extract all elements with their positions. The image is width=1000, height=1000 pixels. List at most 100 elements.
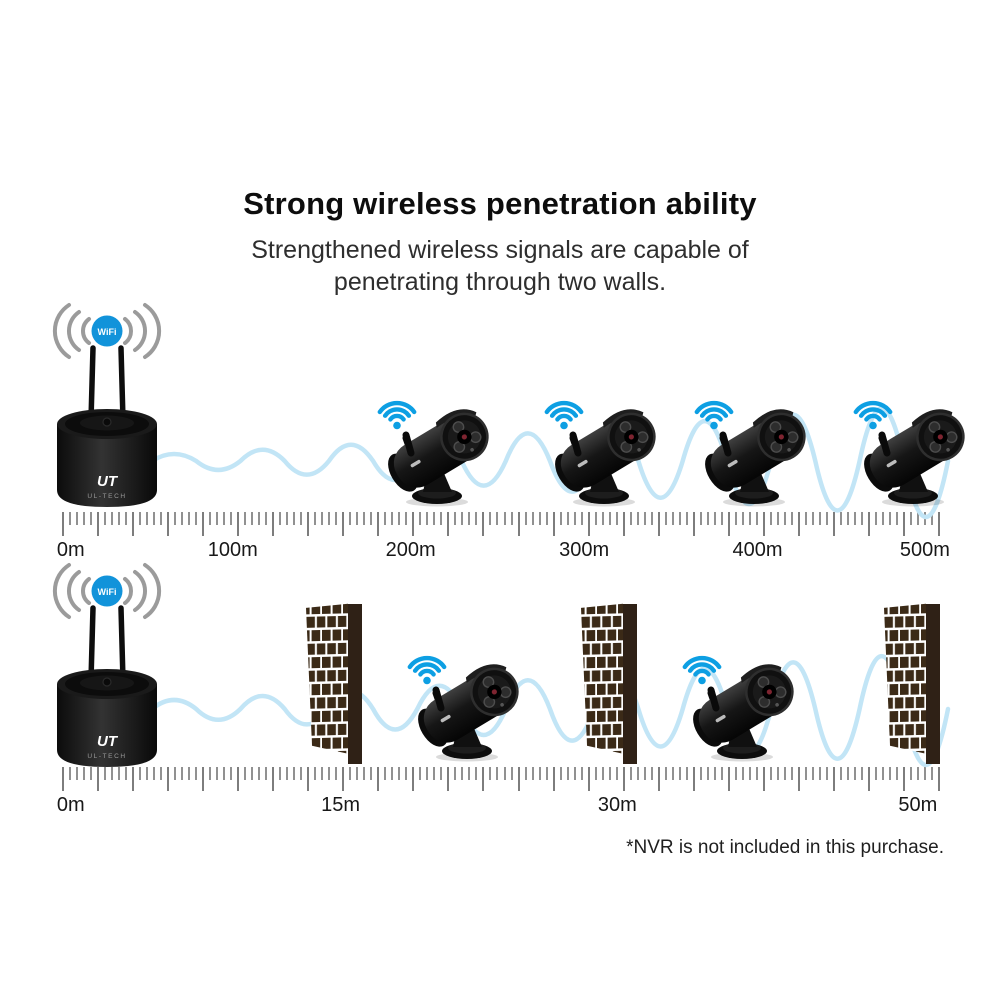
ruler-tick bbox=[468, 512, 471, 525]
ruler-tick bbox=[335, 512, 338, 525]
ruler-tick bbox=[111, 767, 114, 780]
ruler-tick bbox=[706, 512, 709, 525]
ruler-tick bbox=[769, 767, 772, 780]
brand-logo-sub: UL-TECH bbox=[87, 753, 126, 760]
ruler-tick bbox=[195, 767, 198, 780]
ruler-tick bbox=[741, 767, 744, 780]
ruler-tick bbox=[104, 767, 107, 780]
ruler-tick bbox=[629, 767, 632, 780]
brick-wall bbox=[581, 603, 637, 764]
wireless-camera bbox=[694, 400, 806, 507]
ruler-tick bbox=[916, 512, 919, 525]
wifi-icon bbox=[377, 400, 417, 430]
wifi-icon bbox=[682, 655, 722, 685]
ruler-tick bbox=[76, 767, 79, 780]
ruler-tick bbox=[938, 767, 940, 791]
ruler-tick bbox=[83, 512, 86, 525]
ruler-tick bbox=[132, 512, 135, 536]
ruler-tick bbox=[832, 767, 835, 791]
receiver-antenna bbox=[88, 345, 96, 423]
ruler-tick bbox=[895, 767, 898, 780]
ruler-tick bbox=[188, 767, 191, 780]
ruler-tick bbox=[90, 512, 93, 525]
distance-label: 500m bbox=[899, 539, 950, 561]
ruler-tick bbox=[314, 512, 317, 525]
ruler-tick bbox=[90, 767, 93, 780]
wifi-icon bbox=[544, 400, 584, 430]
ruler-tick bbox=[216, 767, 219, 780]
ruler-tick bbox=[755, 512, 758, 525]
ruler-tick bbox=[874, 512, 877, 525]
ruler-tick bbox=[244, 512, 247, 525]
ruler-tick bbox=[601, 512, 604, 525]
page-title: Strong wireless penetration ability bbox=[243, 186, 757, 221]
ruler-tick bbox=[552, 767, 555, 791]
ruler-tick bbox=[818, 767, 821, 780]
ruler-tick bbox=[776, 767, 779, 780]
ruler-tick bbox=[230, 767, 233, 780]
ruler-tick bbox=[860, 512, 863, 525]
ruler-tick bbox=[699, 512, 702, 525]
ruler-tick bbox=[223, 767, 226, 780]
ruler-tick bbox=[447, 512, 450, 536]
ruler-tick bbox=[286, 512, 289, 525]
ruler-tick bbox=[685, 767, 688, 780]
ruler-tick bbox=[930, 512, 933, 525]
ruler-tick bbox=[699, 767, 702, 780]
wifi-icon bbox=[407, 655, 447, 685]
subtitle-line-1: Strengthened wireless signals are capabl… bbox=[251, 236, 749, 264]
ruler-tick bbox=[727, 767, 730, 791]
ruler-tick bbox=[783, 512, 786, 525]
signal-arcs bbox=[52, 563, 162, 619]
footnote: *NVR is not included in this purchase. bbox=[626, 837, 944, 858]
ruler-tick bbox=[888, 512, 891, 525]
ruler-tick bbox=[482, 767, 485, 791]
ruler-tick bbox=[825, 512, 828, 525]
ruler-tick bbox=[496, 512, 499, 525]
ruler-tick bbox=[692, 512, 695, 536]
ruler-tick bbox=[160, 767, 163, 780]
ruler-tick bbox=[300, 767, 303, 780]
ruler-tick bbox=[671, 767, 674, 780]
ruler-tick bbox=[685, 512, 688, 525]
ruler-tick bbox=[881, 767, 884, 780]
distance-label: 0m bbox=[56, 539, 85, 561]
ruler-tick bbox=[678, 512, 681, 525]
ruler-tick bbox=[342, 512, 345, 536]
ruler-tick bbox=[139, 512, 142, 525]
ruler-tick bbox=[370, 767, 373, 780]
ruler-tick bbox=[713, 767, 716, 780]
ruler-tick bbox=[328, 767, 331, 780]
ruler-tick bbox=[720, 767, 723, 780]
ruler-tick bbox=[573, 512, 576, 525]
ruler-tick bbox=[559, 512, 562, 525]
ruler-tick bbox=[202, 767, 205, 791]
distance-label: 300m bbox=[559, 539, 610, 561]
ruler-tick bbox=[174, 767, 177, 780]
ruler-tick bbox=[804, 512, 807, 525]
ruler-tick bbox=[622, 767, 625, 791]
ruler-tick bbox=[615, 512, 618, 525]
ruler-tick bbox=[790, 767, 793, 780]
ruler-tick bbox=[258, 767, 261, 780]
ruler-tick bbox=[664, 512, 667, 525]
ruler-tick bbox=[188, 512, 191, 525]
receiver-antenna bbox=[118, 605, 126, 683]
ruler-tick bbox=[237, 512, 240, 536]
ruler-tick bbox=[83, 767, 86, 780]
ruler-tick bbox=[251, 767, 254, 780]
distance-label: 200m bbox=[385, 539, 436, 561]
ruler-tick bbox=[657, 512, 660, 536]
ruler-tick bbox=[356, 512, 359, 525]
ruler-tick bbox=[909, 512, 912, 525]
ruler-tick bbox=[559, 767, 562, 780]
ruler-tick bbox=[580, 767, 583, 780]
wifi-badge-label: WiFi bbox=[98, 327, 117, 337]
ruler-tick bbox=[741, 512, 744, 525]
distance-label: 15m bbox=[321, 794, 361, 816]
ruler-tick bbox=[839, 512, 842, 525]
ruler-tick bbox=[328, 512, 331, 525]
ruler-tick bbox=[608, 512, 611, 525]
ruler-tick bbox=[391, 512, 394, 525]
ruler-tick bbox=[426, 767, 429, 780]
